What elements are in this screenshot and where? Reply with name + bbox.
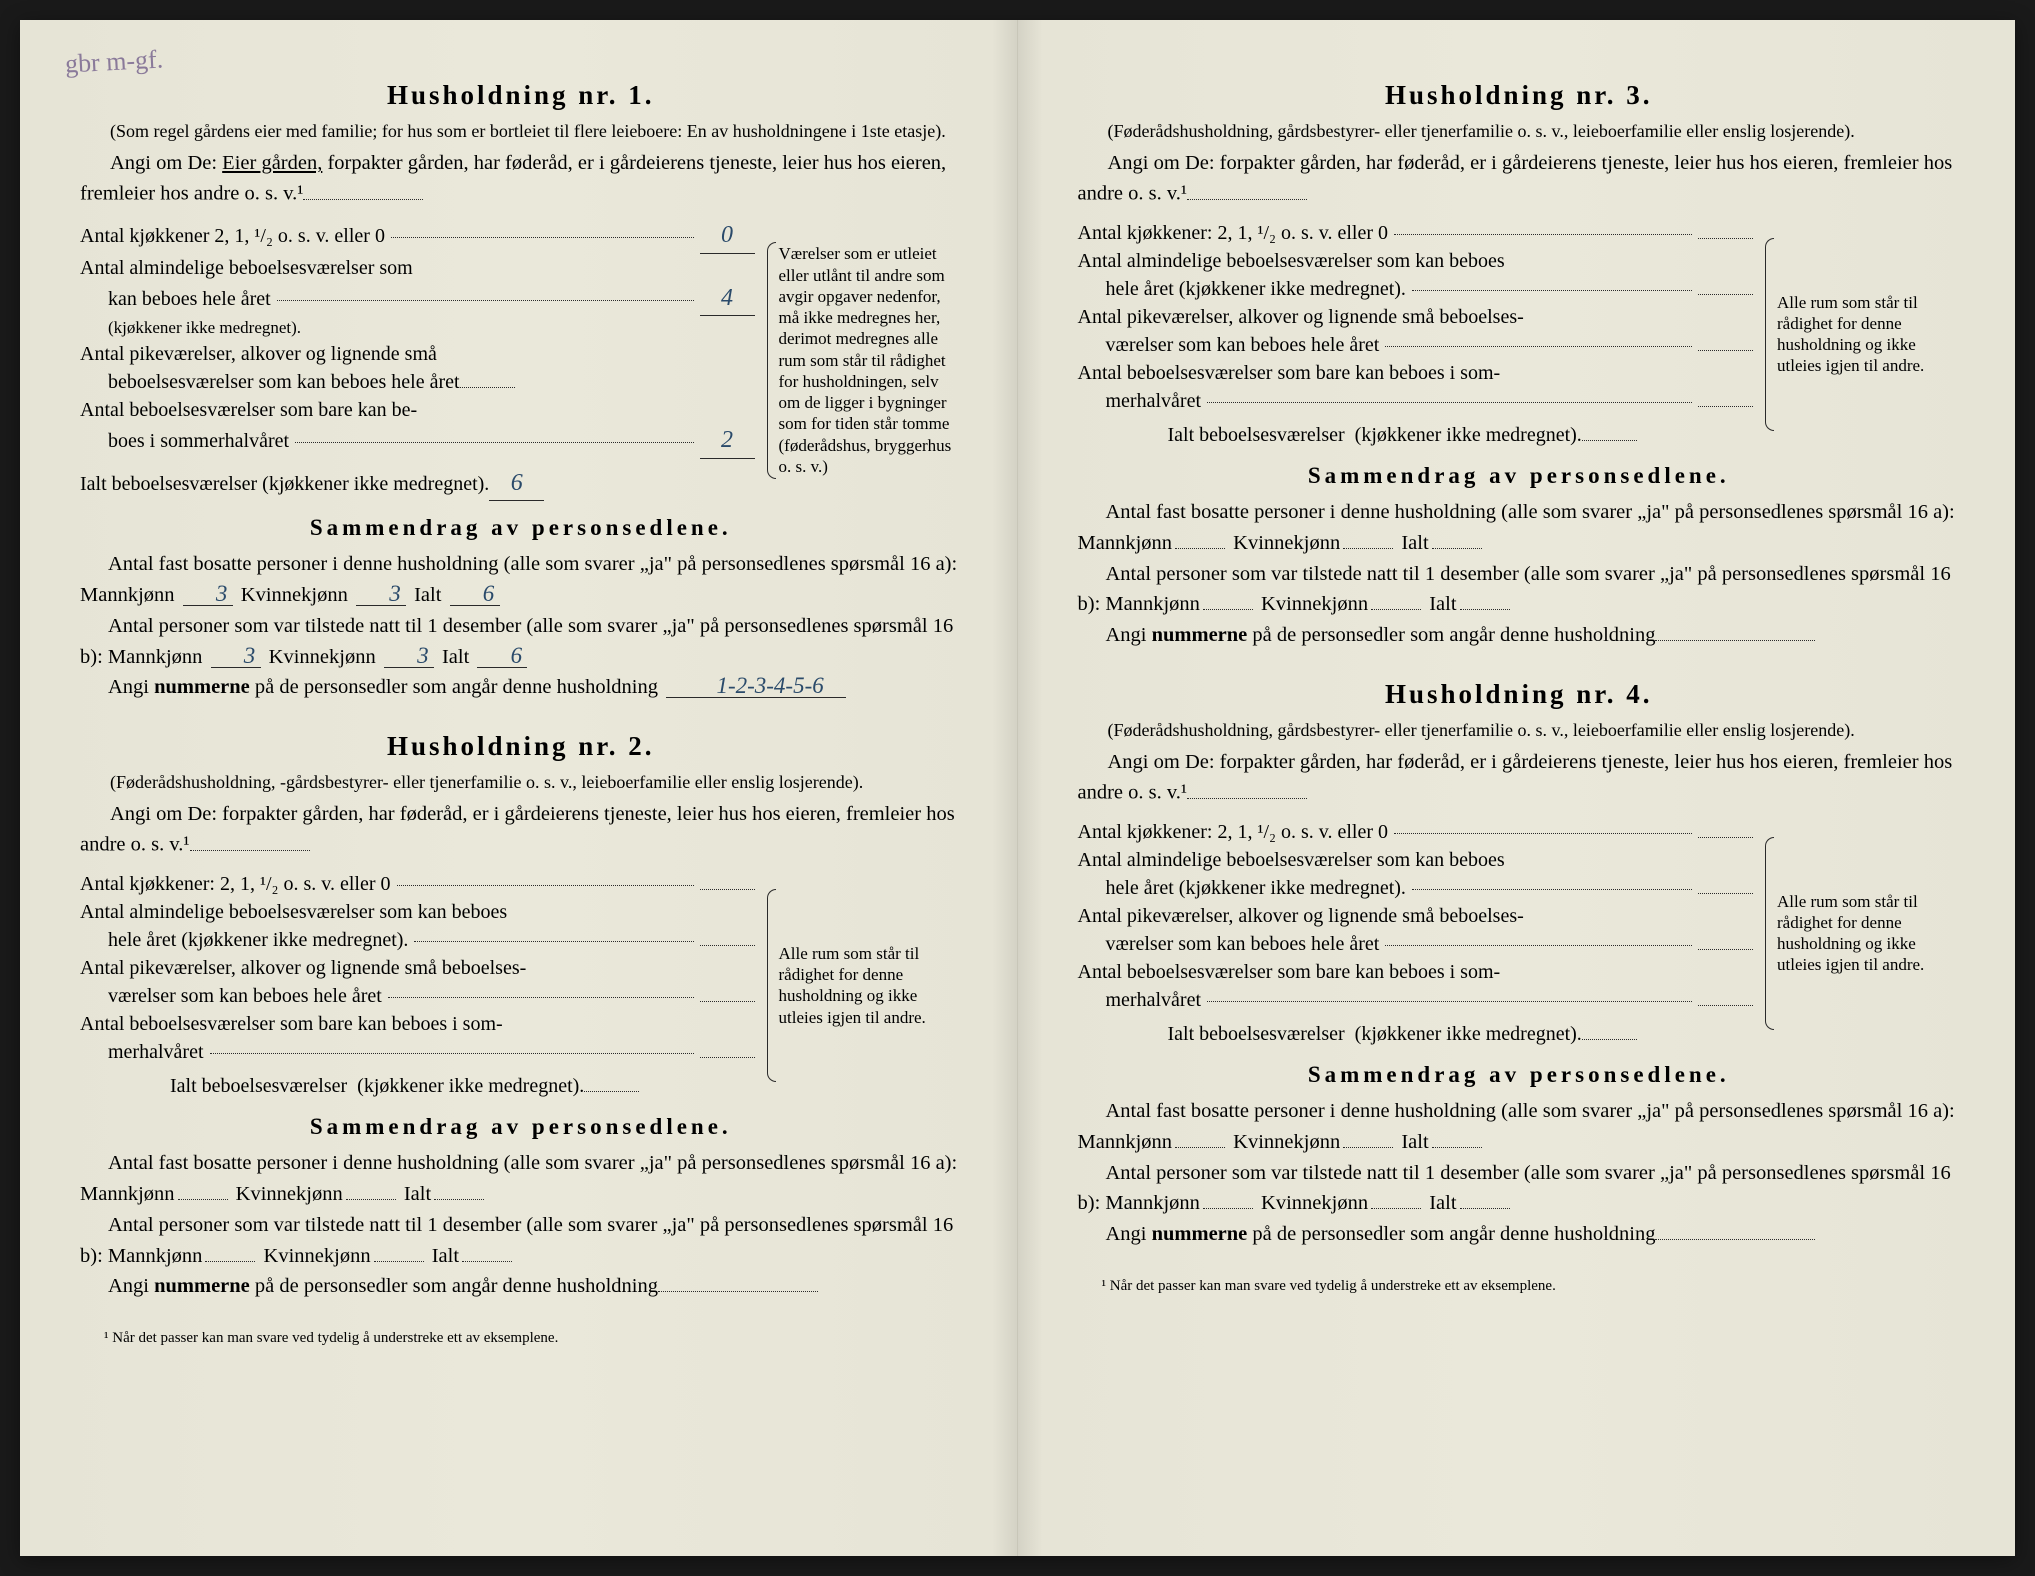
h4-row-total: Ialt beboelsesværelser (kjøkkener ikke m… <box>1078 1020 1754 1048</box>
h3-prompt: Angi om De: forpakter gården, har føderå… <box>1078 149 1961 209</box>
h1-kvinne-a: 3 <box>356 582 406 606</box>
h1-row-total: Ialt beboelsesværelser (kjøkkener ikke m… <box>80 467 755 502</box>
h3-intro: (Føderådshusholdning, gårdsbestyrer- ell… <box>1078 119 1961 143</box>
h2-rooms-block: Antal kjøkkener: 2, 1, ¹/₂ o. s. v. elle… <box>80 870 962 1100</box>
h3-persons-b: Antal personer som var tilstede natt til… <box>1078 559 1961 621</box>
h3-numbers-line: Angi nummerne på de personsedler som ang… <box>1078 620 1961 651</box>
h1-fill-rooms-year: 4 <box>700 282 755 317</box>
h1-prompt-pre: Angi om De: <box>110 152 222 174</box>
h2-persons-a: Antal fast bosatte personer i denne hush… <box>80 1148 962 1210</box>
h2-prompt: Angi om De: forpakter gården, har føderå… <box>80 800 962 860</box>
h4-row-kitchens: Antal kjøkkener: 2, 1, ¹/₂ o. s. v. elle… <box>1078 818 1754 846</box>
h3-title: Husholdning nr. 3. <box>1078 80 1961 111</box>
h1-fill-total: 6 <box>489 467 544 502</box>
h2-row-rooms-year: hele året (kjøkkener ikke medregnet). <box>80 926 755 954</box>
h1-row2c: (kjøkkener ikke medregnet). <box>80 316 755 340</box>
h1-prompt: Angi om De: Eier gården, forpakter gårde… <box>80 149 962 209</box>
handwritten-margin-note: gbr m-gf. <box>64 45 164 79</box>
section-husholdning-4: Husholdning nr. 4. (Føderådshusholdning,… <box>1078 679 1961 1250</box>
footnote-left: Når det passer kan man svare ved tydelig… <box>80 1330 962 1347</box>
h2-sidenote: Alle rum som står til rådighet for denne… <box>767 870 962 1100</box>
h1-row4a: Antal beboelsesværelser som bare kan be- <box>80 396 755 424</box>
h4-sidenote: Alle rum som står til rådighet for denne… <box>1765 818 1960 1048</box>
h1-row2a: Antal almindelige beboelsesværelser som <box>80 254 755 282</box>
h1-numbers-fill: 1-2-3-4-5-6 <box>666 674 846 698</box>
h3-row-kitchens: Antal kjøkkener: 2, 1, ¹/₂ o. s. v. elle… <box>1078 219 1754 247</box>
h4-persons-a: Antal fast bosatte personer i denne hush… <box>1078 1096 1961 1158</box>
h2-numbers-line: Angi nummerne på de personsedler som ang… <box>80 1271 962 1302</box>
h1-prompt-line <box>303 179 423 200</box>
h3-persons-a: Antal fast bosatte personer i denne hush… <box>1078 497 1961 559</box>
h1-fill-kitchens: 0 <box>700 219 755 254</box>
h2-row-kitchens: Antal kjøkkener: 2, 1, ¹/₂ o. s. v. elle… <box>80 870 755 898</box>
page-left: gbr m-gf. Husholdning nr. 1. (Som regel … <box>20 20 1018 1556</box>
h1-sidenote: Værelser som er utleiet eller utlånt til… <box>767 219 962 501</box>
h2-persons-b: Antal personer som var tilstede natt til… <box>80 1210 962 1272</box>
h4-intro: (Føderådshusholdning, gårdsbestyrer- ell… <box>1078 718 1961 742</box>
h1-row3a: Antal pikeværelser, alkover og lignende … <box>80 340 755 368</box>
h1-fill-summer: 2 <box>700 424 755 459</box>
footnote-right: Når det passer kan man svare ved tydelig… <box>1078 1278 1961 1295</box>
h3-row-rooms-year: hele året (kjøkkener ikke medregnet). <box>1078 275 1754 303</box>
h4-row-maidrooms: værelser som kan beboes hele året <box>1078 930 1754 958</box>
h4-row-rooms-year: hele året (kjøkkener ikke medregnet). <box>1078 874 1754 902</box>
h1-row-summer: boes i sommerhalvåret 2 <box>80 424 755 459</box>
h3-subhead: Sammendrag av personsedlene. <box>1078 463 1961 489</box>
h1-intro: (Som regel gårdens eier med familie; for… <box>80 119 962 143</box>
h4-numbers-line: Angi nummerne på de personsedler som ang… <box>1078 1219 1961 1250</box>
h1-row-maidrooms: beboelsesværelser som kan beboes hele år… <box>80 368 755 396</box>
h1-kvinne-b: 3 <box>384 644 434 668</box>
h4-subhead: Sammendrag av personsedlene. <box>1078 1062 1961 1088</box>
section-husholdning-1: Husholdning nr. 1. (Som regel gårdens ei… <box>80 80 962 703</box>
document-spread: gbr m-gf. Husholdning nr. 1. (Som regel … <box>20 20 2015 1556</box>
h1-prompt-underlined: Eier gården, <box>222 152 322 174</box>
h2-row-summer: merhalvåret <box>80 1038 755 1066</box>
h2-intro: (Føderådshusholdning, -gårdsbestyrer- el… <box>80 770 962 794</box>
h1-mann-a: 3 <box>183 582 233 606</box>
h1-row-rooms-year: kan beboes hele året 4 <box>80 282 755 317</box>
h3-sidenote: Alle rum som står til rådighet for denne… <box>1765 219 1960 449</box>
h2-row-total: Ialt beboelsesværelser (kjøkkener ikke m… <box>80 1072 755 1100</box>
h1-persons-a: Antal fast bosatte personer i denne hush… <box>80 549 962 611</box>
h1-fill-maidrooms <box>460 387 515 388</box>
h1-title: Husholdning nr. 1. <box>80 80 962 111</box>
h1-rooms-block: Antal kjøkkener 2, 1, ¹/₂ o. s. v. eller… <box>80 219 962 501</box>
h4-persons-b: Antal personer som var tilstede natt til… <box>1078 1158 1961 1220</box>
h3-rooms-block: Antal kjøkkener: 2, 1, ¹/₂ o. s. v. elle… <box>1078 219 1961 449</box>
h1-subhead: Sammendrag av personsedlene. <box>80 515 962 541</box>
h3-row-summer: merhalvåret <box>1078 387 1754 415</box>
h4-row-summer: merhalvåret <box>1078 986 1754 1014</box>
h2-subhead: Sammendrag av personsedlene. <box>80 1114 962 1140</box>
h1-ialt-b: 6 <box>477 644 527 668</box>
section-husholdning-3: Husholdning nr. 3. (Føderådshusholdning,… <box>1078 80 1961 651</box>
h1-mann-b: 3 <box>211 644 261 668</box>
h1-row-kitchens: Antal kjøkkener 2, 1, ¹/₂ o. s. v. eller… <box>80 219 755 254</box>
page-right: Husholdning nr. 3. (Føderådshusholdning,… <box>1018 20 2016 1556</box>
h1-numbers-line: Angi nummerne på de personsedler som ang… <box>80 672 962 703</box>
h1-row1-label: Antal kjøkkener 2, 1, ¹/₂ o. s. v. eller… <box>80 222 385 250</box>
h3-row-total: Ialt beboelsesværelser (kjøkkener ikke m… <box>1078 421 1754 449</box>
h2-title: Husholdning nr. 2. <box>80 731 962 762</box>
h3-row-maidrooms: værelser som kan beboes hele året <box>1078 331 1754 359</box>
h4-rooms-block: Antal kjøkkener: 2, 1, ¹/₂ o. s. v. elle… <box>1078 818 1961 1048</box>
h4-prompt: Angi om De: forpakter gården, har føderå… <box>1078 748 1961 808</box>
h4-title: Husholdning nr. 4. <box>1078 679 1961 710</box>
h1-persons-b: Antal personer som var tilstede natt til… <box>80 611 962 673</box>
section-husholdning-2: Husholdning nr. 2. (Føderådshusholdning,… <box>80 731 962 1302</box>
h2-row-maidrooms: værelser som kan beboes hele året <box>80 982 755 1010</box>
h1-ialt-a: 6 <box>450 582 500 606</box>
